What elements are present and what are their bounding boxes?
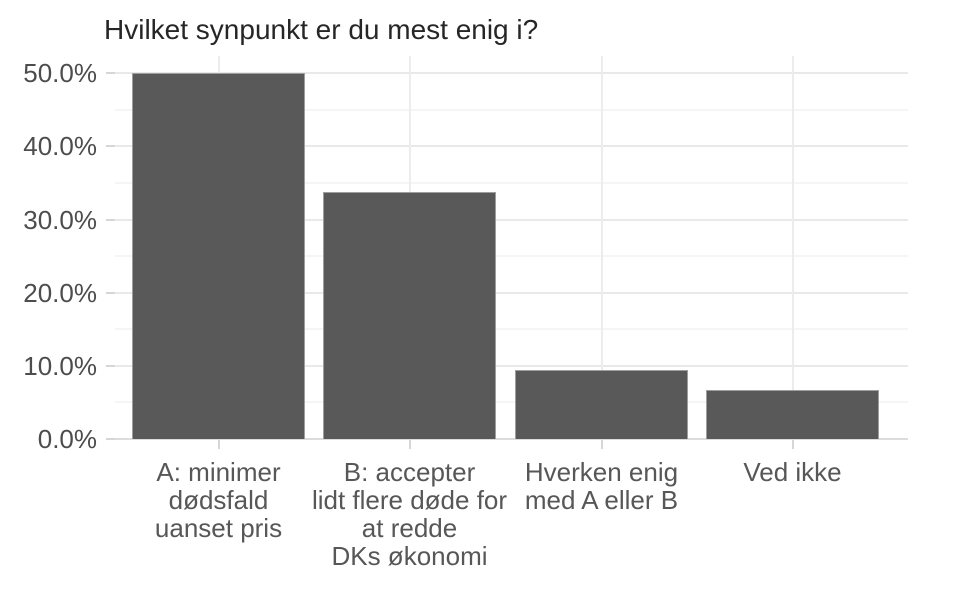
minor-gridline [115,108,908,111]
bar [323,191,496,439]
y-axis-tick [106,438,115,440]
y-tick-label: 30.0% [23,204,97,235]
bar [515,369,688,439]
minor-gridline [115,328,908,331]
major-gridline [115,145,908,148]
major-gridline [115,218,908,221]
y-axis-tick [106,145,115,148]
major-gridline [115,291,908,294]
x-category-label: Ved ikke [743,457,842,487]
x-axis-tick [600,440,603,449]
x-axis-tick [408,440,411,449]
minor-gridline [115,401,908,404]
major-gridline [115,364,908,367]
major-gridline [115,72,908,75]
y-tick-label: 50.0% [23,58,97,89]
y-tick-label: 20.0% [23,277,97,308]
y-tick-label: 40.0% [23,131,97,162]
vertical-gridline [600,56,603,439]
x-category-label: Hverken enig med A eller B [524,457,679,515]
minor-gridline [115,255,908,258]
x-axis-tick [217,440,220,449]
vertical-gridline [791,56,794,439]
x-category-label: B: accepter lidt flere døde for at redde… [311,457,508,571]
plot-panel [115,56,908,449]
x-category-label: A: minimer dødsfald uanset pris [154,457,283,543]
y-axis-tick [106,72,115,75]
chart-title: Hvilket synpunkt er du mest enig i? [104,14,539,45]
minor-gridline [115,182,908,185]
x-axis-line [115,438,908,440]
y-axis-tick [106,364,115,367]
bar [132,73,305,439]
y-tick-label: 10.0% [23,350,97,381]
bar [706,390,879,439]
y-axis-tick [106,291,115,294]
x-axis-tick [791,440,794,449]
y-tick-label: 0.0% [37,424,97,454]
y-axis-tick [106,218,115,221]
